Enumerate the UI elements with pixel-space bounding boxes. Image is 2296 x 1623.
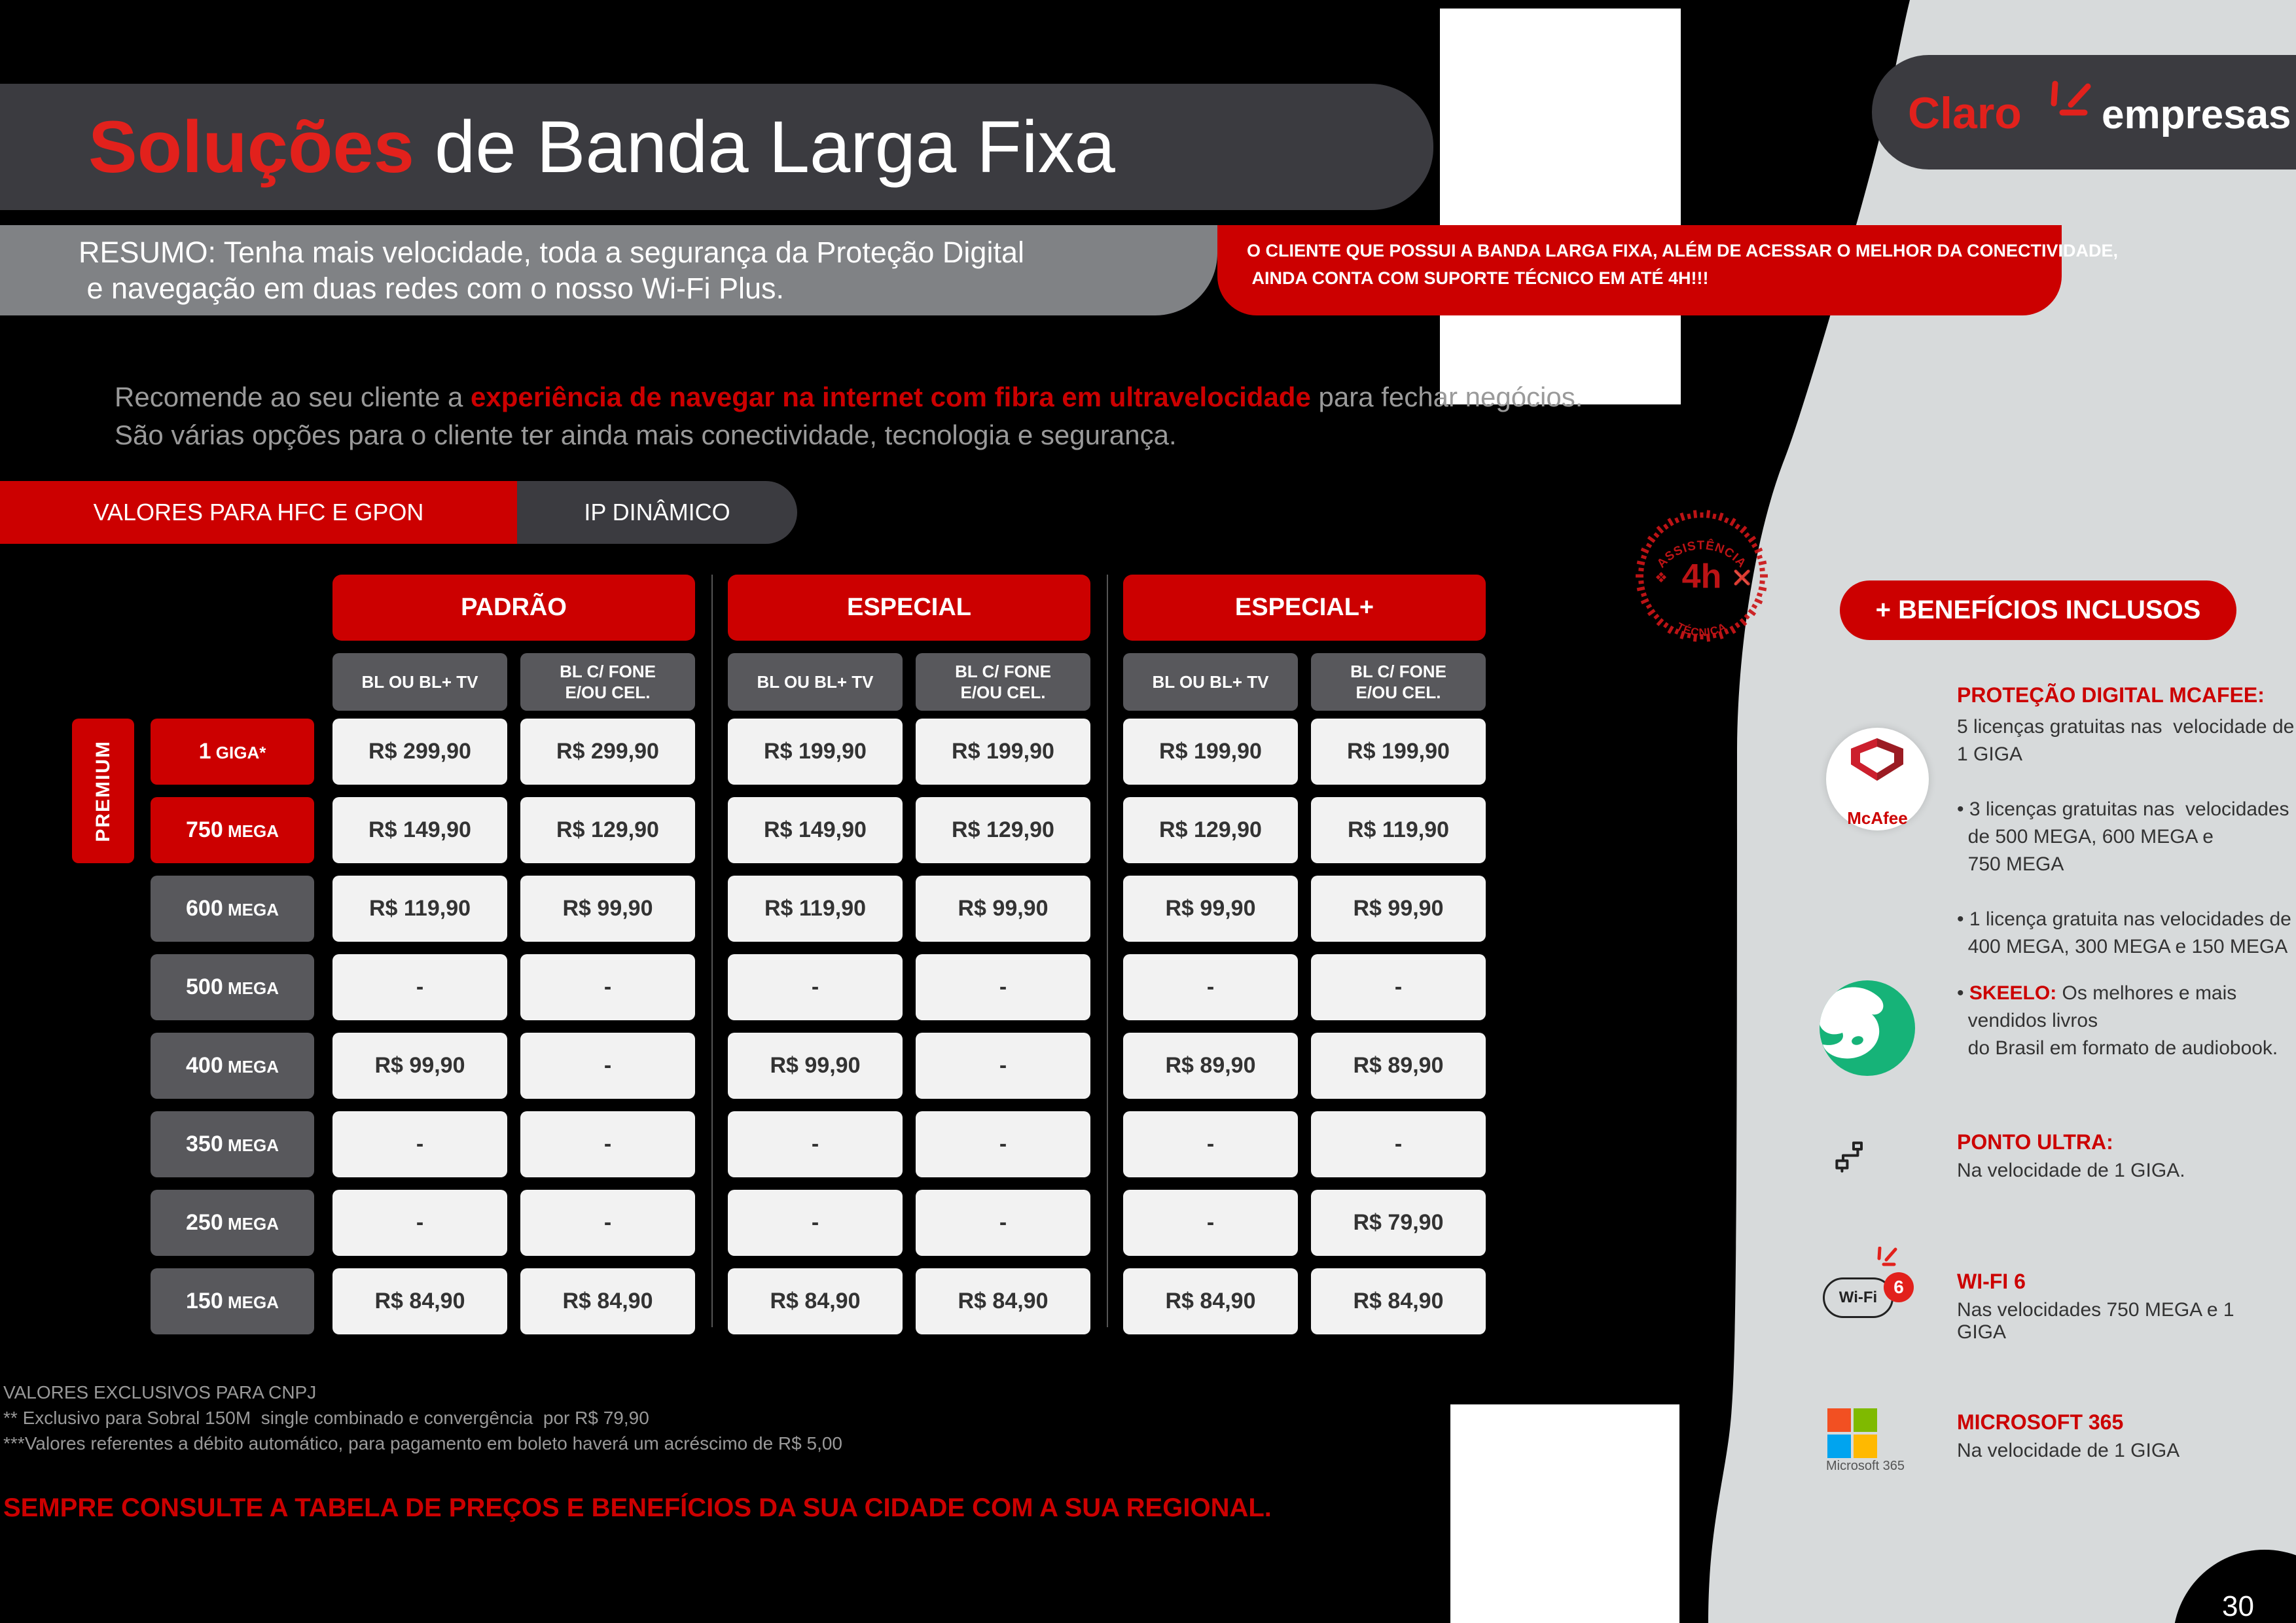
svg-text:❖: ❖ (1655, 569, 1668, 586)
svg-text:4h: 4h (1682, 558, 1722, 596)
svg-text:❌: ❌ (1733, 569, 1751, 586)
svg-text:Claro: Claro (1908, 88, 2022, 138)
svg-text:empresas: empresas (2102, 92, 2291, 137)
